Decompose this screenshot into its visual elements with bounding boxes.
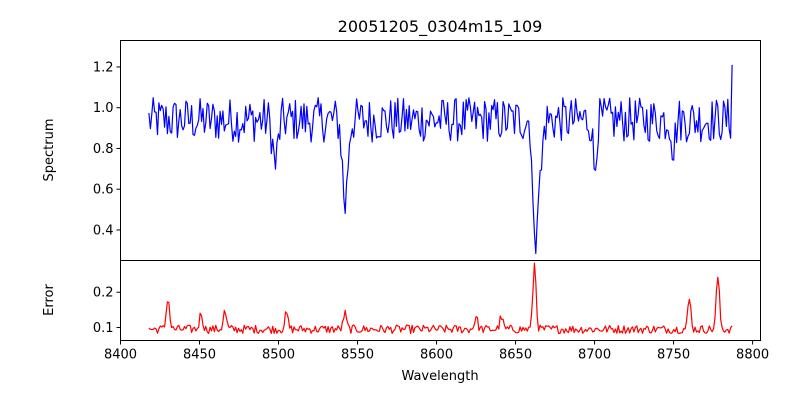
x-tick-label: 8500 — [262, 348, 295, 363]
spectrum-y-tick-label: 0.6 — [93, 183, 114, 198]
x-axis-label: Wavelength — [401, 369, 478, 384]
error-y-tick-label: 0.2 — [93, 286, 114, 301]
x-tick-label: 8450 — [183, 348, 216, 363]
spectrum-y-tick-label: 0.4 — [93, 223, 114, 238]
spectrum-y-tick-label: 1.2 — [93, 60, 114, 75]
x-tick-label: 8400 — [104, 348, 137, 363]
spectrum-y-tick-label: 0.8 — [93, 142, 114, 157]
x-tick-label: 8750 — [657, 348, 690, 363]
x-tick-label: 8550 — [341, 348, 374, 363]
spectrum-y-axis-label: Spectrum — [42, 119, 57, 182]
error-series-line — [148, 262, 733, 334]
spectrum-y-ticks: 0.4 0.6 0.8 1.0 1.2 — [93, 60, 121, 238]
spectrum-series-line — [148, 64, 733, 255]
error-y-tick-label: 0.1 — [93, 321, 114, 336]
x-tick-label: 8700 — [578, 348, 611, 363]
spectrum-y-tick-label: 1.0 — [93, 101, 114, 116]
error-panel: 0.10.2 8400 8450 8500 8550 8600 8650 8700 8750 8… — [42, 260, 769, 384]
chart-title: 20051205_0304m15_109 — [338, 17, 543, 37]
error-y-ticks: 0.1 0.2 — [93, 286, 121, 336]
wavelength-x-ticks: 8400 8450 8500 8550 8600 8650 8700 8750 8800 — [104, 340, 769, 363]
spectrum-panel: 0.4 0.6 0.8 1.0 1.2 Spectrum — [42, 40, 761, 261]
x-tick-label: 8800 — [736, 348, 769, 363]
error-axes-frame — [120, 260, 761, 341]
x-tick-label: 8650 — [499, 348, 532, 363]
x-tick-label: 8600 — [420, 348, 453, 363]
error-y-axis-label: Error — [42, 284, 57, 316]
